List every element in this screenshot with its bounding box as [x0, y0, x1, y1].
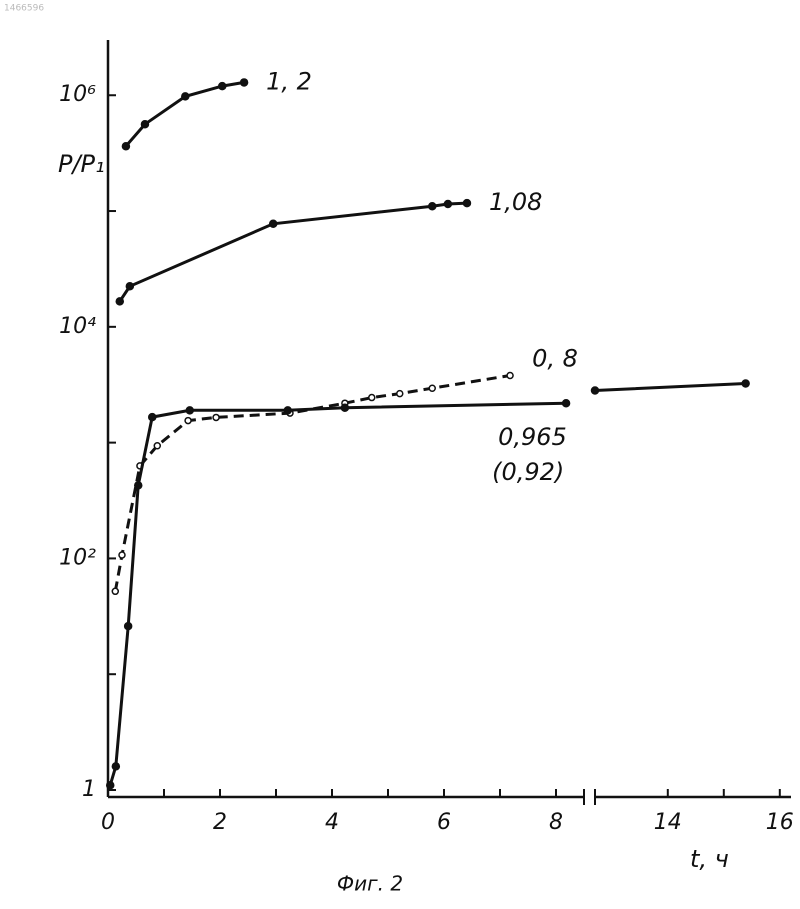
document-number: 1466596 — [4, 4, 44, 14]
data-point — [126, 283, 133, 290]
series-label-note: (0,92) — [492, 458, 564, 486]
data-point — [122, 143, 129, 150]
data-point — [125, 623, 132, 630]
x-tick-label: 16 — [766, 810, 794, 835]
series-label: 0,965 — [498, 423, 567, 451]
series-label: 1,08 — [489, 188, 542, 216]
data-point — [182, 93, 189, 100]
data-point — [107, 782, 114, 789]
y-tick-label: 10⁴ — [59, 314, 96, 339]
series-label: 0, 8 — [532, 344, 578, 372]
data-point — [135, 482, 142, 489]
data-point — [463, 200, 470, 207]
y-tick-label: 10⁶ — [59, 82, 96, 107]
data-point — [213, 414, 219, 420]
x-tick-label: 8 — [549, 810, 563, 835]
data-point — [119, 552, 125, 558]
data-point — [742, 380, 749, 387]
data-point — [141, 121, 148, 128]
data-point — [429, 385, 435, 391]
y-tick-label: 1 — [82, 777, 96, 802]
series-line — [120, 203, 467, 301]
data-point — [186, 407, 193, 414]
data-point — [219, 83, 226, 90]
data-point — [369, 395, 375, 401]
data-point — [284, 407, 291, 414]
data-point — [116, 298, 123, 305]
y-tick-label: 10² — [59, 545, 96, 570]
x-tick-label: 6 — [437, 810, 451, 835]
x-tick-label: 0 — [101, 810, 115, 835]
data-point — [241, 79, 248, 86]
chart: 1466596 P/P₁ t, ч Фиг. 2 1 10² 10⁴ 10⁶ 0 2 4 6 8… — [0, 0, 800, 909]
data-point — [149, 414, 156, 421]
x-tick-label: 14 — [654, 810, 682, 835]
data-point — [592, 387, 599, 394]
series-label: 1, 2 — [266, 67, 312, 95]
data-point — [444, 201, 451, 208]
data-point — [563, 400, 570, 407]
data-point — [397, 391, 403, 397]
data-point — [507, 372, 513, 378]
y-axis-label: P/P₁ — [58, 150, 105, 178]
data-point — [112, 763, 119, 770]
x-axis-label: t, ч — [690, 845, 729, 873]
caption: Фиг. 2 — [337, 872, 403, 896]
data-point — [154, 443, 160, 449]
series-line — [126, 82, 244, 146]
data-point — [429, 203, 436, 210]
x-tick-label: 4 — [325, 810, 339, 835]
data-point — [185, 418, 191, 424]
data-point — [112, 588, 118, 594]
series-line — [110, 384, 745, 786]
data-point — [341, 404, 348, 411]
x-tick-label: 2 — [213, 810, 227, 835]
data-point — [270, 220, 277, 227]
